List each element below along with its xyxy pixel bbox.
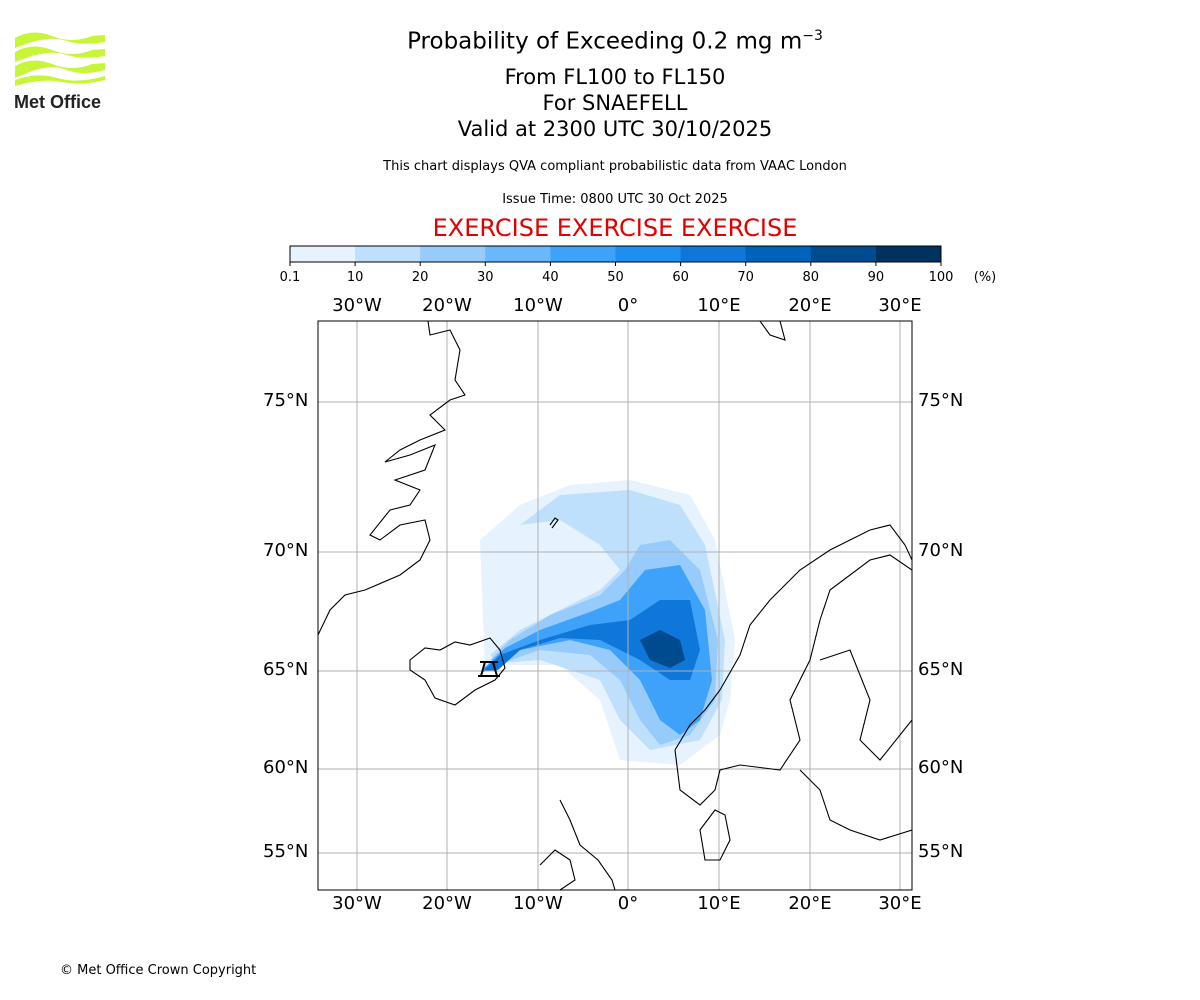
- colorbar-tick-label: 80: [802, 270, 820, 285]
- ash-probability-plume: [480, 480, 735, 765]
- data-note: This chart displays QVA compliant probab…: [383, 159, 847, 174]
- lon-label-top: 0°: [617, 295, 639, 316]
- colorbar-bin: [875, 246, 942, 262]
- colorbar-tick-label: 30: [477, 270, 494, 285]
- colorbar-bin: [290, 246, 356, 262]
- met-office-logo: Met Office: [14, 32, 105, 112]
- colorbar-unit: (%): [973, 270, 997, 285]
- colorbar-tick-label: 10: [346, 270, 364, 285]
- lon-label-top: 10°E: [697, 295, 741, 316]
- colorbar-bin: [355, 246, 421, 262]
- colorbar-tick-label: 50: [607, 270, 624, 285]
- lon-label-bottom: 30°W: [332, 893, 382, 914]
- flight-level-range: From FL100 to FL150: [504, 65, 726, 89]
- lat-label-right: 55°N: [918, 841, 964, 862]
- lat-label-left: 75°N: [263, 390, 309, 411]
- chart-title: Probability of Exceeding 0.2 mg m−3: [407, 28, 823, 55]
- valid-time: Valid at 2300 UTC 30/10/2025: [457, 117, 773, 141]
- lon-label-top: 30°W: [332, 295, 382, 316]
- lon-label-bottom: 20°E: [788, 893, 832, 914]
- plume-band-80: [640, 630, 685, 668]
- lat-label-right: 70°N: [918, 540, 964, 561]
- lon-label-top: 20°E: [788, 295, 832, 316]
- iceland-coast: [409, 637, 506, 706]
- colorbar: [289, 245, 942, 266]
- colorbar-bin: [615, 246, 682, 262]
- colorbar-bin: [810, 246, 877, 262]
- greenland-coast: [318, 321, 466, 636]
- sweden-finland-coast: [799, 649, 912, 841]
- colorbar-bin: [550, 246, 616, 262]
- lon-label-bottom: 0°: [617, 893, 639, 914]
- logo-text: Met Office: [14, 92, 101, 112]
- denmark-coast: [699, 809, 731, 861]
- lat-label-right: 65°N: [918, 659, 964, 680]
- colorbar-tick-label: 70: [737, 270, 754, 285]
- map-frame: [317, 320, 913, 891]
- colorbar-tick-label: 0.1: [279, 270, 301, 285]
- plume-band-60: [482, 600, 700, 680]
- volcano-icon: [478, 661, 500, 677]
- colorbar-bin: [680, 246, 747, 262]
- lon-label-bottom: 10°E: [697, 893, 741, 914]
- jan-mayen-coast: [549, 517, 559, 529]
- coastlines: [318, 321, 912, 890]
- norway-coast: [674, 524, 912, 806]
- exercise-banner: EXERCISE EXERCISE EXERCISE: [432, 214, 798, 242]
- lat-label-left: 70°N: [263, 540, 309, 561]
- colorbar-bin: [420, 246, 486, 262]
- copyright: © Met Office Crown Copyright: [60, 963, 257, 978]
- issue-time: Issue Time: 0800 UTC 30 Oct 2025: [502, 192, 728, 207]
- colorbar-tick-label: 60: [672, 270, 689, 285]
- lon-label-bottom: 30°E: [878, 893, 922, 914]
- lon-label-top: 20°W: [422, 295, 472, 316]
- colorbar-tick-label: 40: [542, 270, 559, 285]
- lat-label-right: 75°N: [918, 390, 964, 411]
- colorbar-bin: [745, 246, 812, 262]
- colorbar-bin: [485, 246, 551, 262]
- lat-label-left: 65°N: [263, 659, 309, 680]
- lon-label-top: 10°W: [513, 295, 563, 316]
- lat-label-left: 60°N: [263, 757, 309, 778]
- colorbar-tick-label: 90: [867, 270, 885, 285]
- uk-coast: [539, 799, 616, 890]
- lat-label-left: 55°N: [263, 841, 309, 862]
- lon-label-bottom: 20°W: [422, 893, 472, 914]
- colorbar-tick-label: 100: [928, 270, 954, 285]
- lon-label-top: 30°E: [878, 295, 922, 316]
- volcano-name: For SNAEFELL: [542, 91, 688, 115]
- lat-label-right: 60°N: [918, 757, 964, 778]
- colorbar-tick-label: 20: [411, 270, 429, 285]
- svalbard-coast: [759, 321, 786, 341]
- lon-label-bottom: 10°W: [513, 893, 563, 914]
